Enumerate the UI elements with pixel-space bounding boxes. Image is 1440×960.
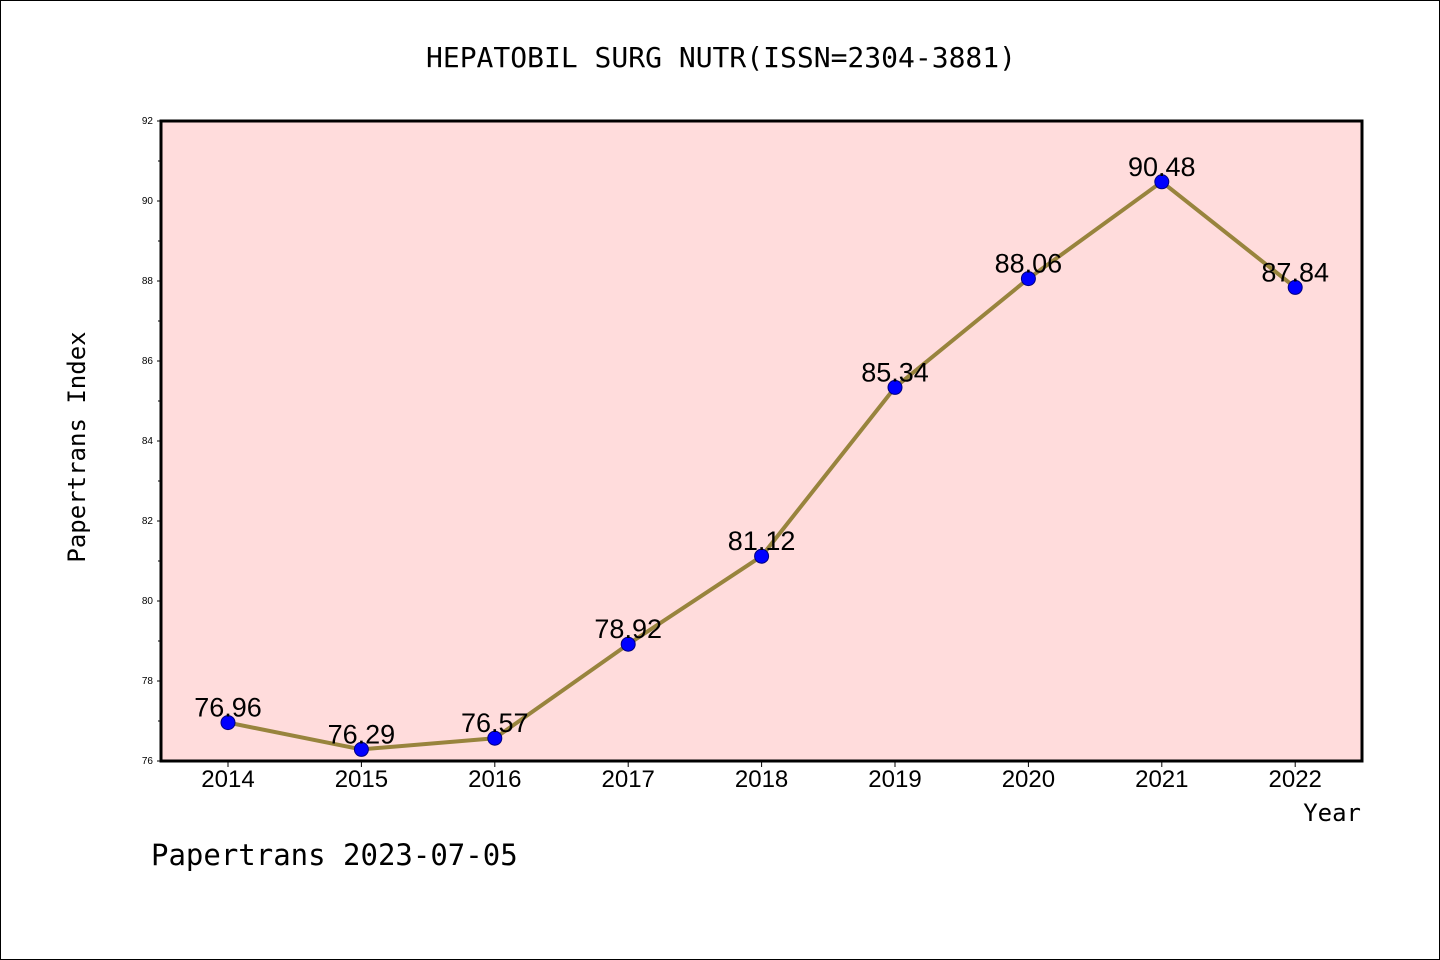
- x-tick-label: 2021: [1135, 766, 1188, 793]
- data-point: [620, 636, 636, 652]
- data-label: 85.34: [861, 357, 929, 387]
- data-label: 88.06: [995, 249, 1063, 279]
- data-label: 78.92: [594, 614, 662, 644]
- x-tick-label: 2014: [201, 766, 254, 793]
- data-point: [754, 548, 770, 564]
- x-tick-label: 2016: [468, 766, 521, 793]
- data-label: 87.84: [1261, 257, 1329, 287]
- x-tick-label: 2020: [1002, 766, 1055, 793]
- y-axis-label: Papertrans Index: [63, 331, 91, 562]
- x-tick-label: 2018: [735, 766, 788, 793]
- data-point: [487, 730, 503, 746]
- y-tick-label: 92: [142, 116, 154, 127]
- x-tick-label: 2022: [1269, 766, 1322, 793]
- chart-title: HEPATOBIL SURG NUTR(ISSN=2304-3881): [426, 41, 1016, 74]
- footer-credit: Papertrans 2023-07-05: [151, 838, 518, 872]
- data-point: [1154, 174, 1170, 190]
- data-point: [1020, 271, 1036, 287]
- x-tick-label: 2019: [868, 766, 921, 793]
- data-label: 81.12: [728, 526, 796, 556]
- y-tick-label: 88: [142, 276, 154, 287]
- y-tick-label: 78: [142, 676, 154, 687]
- data-point: [887, 379, 903, 395]
- x-tick-label: 2015: [335, 766, 388, 793]
- data-label: 76.96: [194, 693, 262, 723]
- data-markers: [220, 174, 1303, 757]
- data-label: 76.29: [328, 719, 396, 749]
- y-axis-ticks: 76 78 80 82 84 86 88 90 92: [142, 116, 161, 767]
- y-tick-label: 82: [142, 516, 154, 527]
- y-tick-label: 86: [142, 356, 154, 367]
- data-label: 90.48: [1128, 152, 1196, 182]
- x-axis-ticks: 2014 2015 2016 2017 2018 2019 2020 2021 2022: [201, 761, 1322, 793]
- y-tick-label: 90: [142, 196, 154, 207]
- data-labels: 76.96 76.29 76.57 78.92 81.12 85.34 88.06 90.48…: [194, 152, 1329, 750]
- x-axis-label: Year: [1303, 799, 1361, 827]
- y-tick-label: 80: [142, 596, 154, 607]
- plot-frame: [159, 119, 1364, 763]
- data-point: [220, 715, 236, 731]
- x-tick-label: 2017: [602, 766, 655, 793]
- data-point: [1287, 279, 1303, 295]
- y-tick-label: 76: [142, 756, 154, 767]
- y-tick-label: 84: [142, 436, 154, 447]
- data-point: [353, 741, 369, 757]
- data-label: 76.57: [461, 708, 529, 738]
- plot-area: [161, 121, 1362, 761]
